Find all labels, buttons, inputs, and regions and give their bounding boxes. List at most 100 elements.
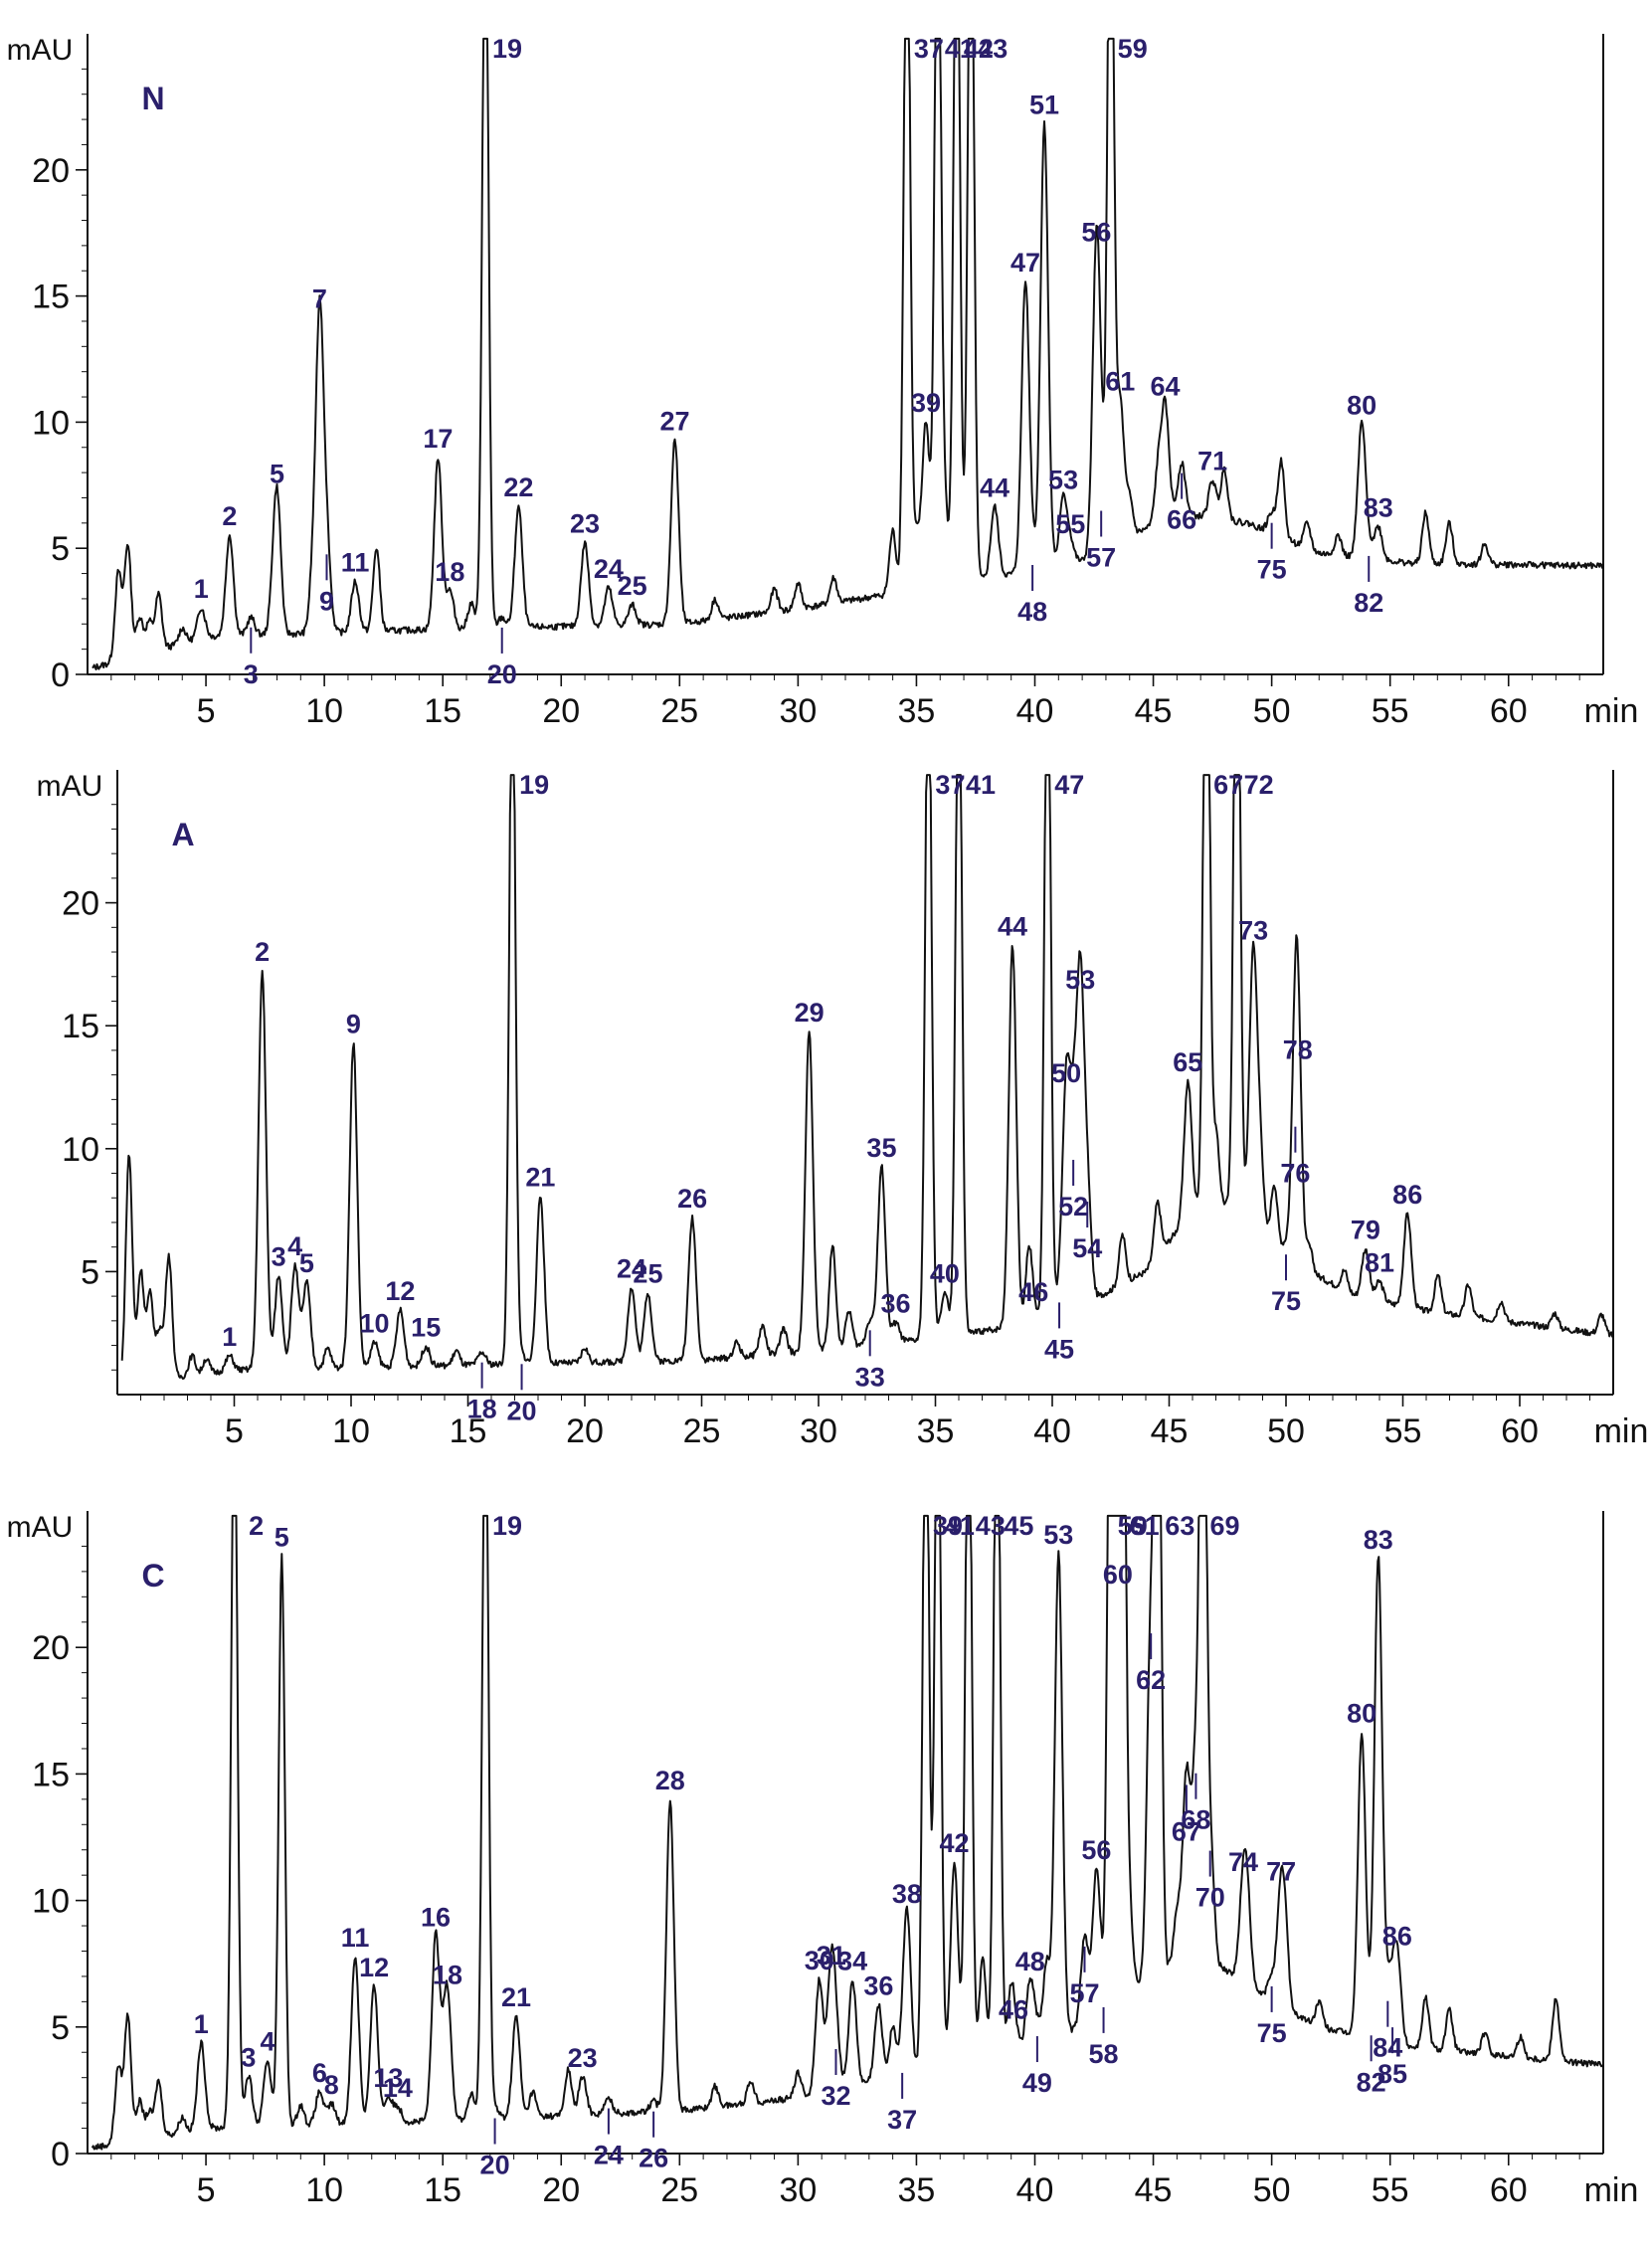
x-tick-label: 55 bbox=[1372, 2171, 1409, 2209]
x-tick-label: 30 bbox=[779, 2171, 817, 2209]
peak-label: 29 bbox=[795, 998, 825, 1028]
y-tick-label: 15 bbox=[32, 279, 70, 316]
x-tick-label: 50 bbox=[1253, 2171, 1291, 2209]
peak-label: 41 bbox=[945, 1511, 975, 1541]
x-tick-label: 25 bbox=[660, 2171, 698, 2209]
peak-label: 61 bbox=[1105, 367, 1135, 397]
peak-label: 53 bbox=[1043, 1520, 1073, 1550]
y-tick-label: 15 bbox=[62, 1008, 99, 1045]
peak-label: 1 bbox=[194, 2009, 209, 2039]
peak-label: 24 bbox=[594, 554, 624, 584]
peak-label: 47 bbox=[1010, 248, 1040, 278]
peak-label: 5 bbox=[270, 460, 284, 489]
peak-label: 18 bbox=[435, 557, 464, 587]
x-tick-label: 45 bbox=[1135, 692, 1173, 730]
peak-label: 21 bbox=[501, 1982, 531, 2012]
peak-label: 3 bbox=[272, 1241, 286, 1271]
x-tick-label: 30 bbox=[779, 692, 817, 730]
peak-label: 75 bbox=[1271, 1286, 1301, 1316]
peak-label: 62 bbox=[1136, 1665, 1166, 1695]
peak-label: 77 bbox=[1266, 1856, 1296, 1886]
peak-label: 20 bbox=[507, 1396, 537, 1425]
peak-label: 72 bbox=[1244, 770, 1274, 800]
peak-label: 19 bbox=[492, 1511, 522, 1541]
x-tick-label: 20 bbox=[566, 1412, 604, 1450]
peak-label: 84 bbox=[1373, 2033, 1402, 2063]
peak-label: 42 bbox=[940, 1828, 970, 1858]
peak-label: 60 bbox=[1103, 1560, 1133, 1590]
peak-label: 57 bbox=[1086, 543, 1116, 573]
x-tick-label: 25 bbox=[660, 692, 698, 730]
peak-label: 12 bbox=[359, 1953, 389, 1982]
peak-label: 46 bbox=[999, 1995, 1028, 2025]
y-tick-label: 20 bbox=[62, 885, 99, 923]
peak-label: 80 bbox=[1347, 390, 1377, 420]
peak-label: 4 bbox=[287, 1231, 302, 1261]
peak-label: 30 bbox=[805, 1946, 834, 1975]
peak-label: 63 bbox=[1165, 1511, 1194, 1541]
peak-label: 65 bbox=[1173, 1047, 1202, 1077]
peak-label: 42 bbox=[964, 34, 994, 64]
y-tick-label: 10 bbox=[62, 1131, 99, 1169]
peak-label: 17 bbox=[423, 424, 453, 454]
y-axis-unit: mAU bbox=[7, 1511, 74, 1544]
peak-label: 9 bbox=[319, 586, 334, 616]
peak-label: 70 bbox=[1195, 1883, 1225, 1913]
peak-label: 39 bbox=[933, 1511, 963, 1541]
peak-label: 61 bbox=[1130, 1511, 1160, 1541]
peak-label: 46 bbox=[1018, 1277, 1048, 1307]
peak-label: 59 bbox=[1118, 1511, 1148, 1541]
peak-label: 32 bbox=[821, 2081, 850, 2111]
peak-label: 27 bbox=[660, 406, 690, 436]
peak-label: 83 bbox=[1364, 493, 1393, 523]
y-tick-label: 5 bbox=[51, 530, 70, 568]
y-axis-unit: mAU bbox=[7, 34, 74, 67]
x-tick-label: 40 bbox=[1016, 2171, 1054, 2209]
peak-label: 22 bbox=[503, 472, 533, 502]
peak-label: 79 bbox=[1351, 1216, 1380, 1245]
peak-label: 80 bbox=[1347, 1699, 1377, 1729]
peak-label: 19 bbox=[492, 34, 522, 64]
x-tick-label: 40 bbox=[1033, 1412, 1071, 1450]
peak-label: 49 bbox=[1022, 2068, 1052, 2098]
peak-label: 26 bbox=[639, 2144, 668, 2173]
peak-label: 50 bbox=[1051, 1058, 1081, 1088]
x-tick-label: 45 bbox=[1135, 2171, 1173, 2209]
peak-label: 3 bbox=[241, 2042, 256, 2072]
peak-label: 64 bbox=[1150, 372, 1180, 402]
peak-label: 24 bbox=[617, 1254, 646, 1284]
peak-label: 21 bbox=[525, 1163, 555, 1193]
peak-label: 36 bbox=[863, 1971, 893, 2000]
x-tick-label: 30 bbox=[800, 1412, 837, 1450]
peak-label: 26 bbox=[677, 1184, 707, 1214]
peak-label: 53 bbox=[1065, 965, 1095, 995]
peak-label: 2 bbox=[222, 501, 237, 531]
trace-C bbox=[91, 1514, 1604, 2151]
y-tick-label: 0 bbox=[51, 657, 70, 694]
peak-label: 20 bbox=[487, 659, 517, 689]
peak-label: 48 bbox=[1015, 1947, 1045, 1976]
peak-label: 24 bbox=[594, 2141, 624, 2170]
peak-label: 82 bbox=[1354, 588, 1383, 618]
peak-label: 41 bbox=[945, 34, 975, 64]
peak-label: 14 bbox=[383, 2073, 413, 2103]
peak-label: 7 bbox=[312, 283, 327, 313]
peak-label: 56 bbox=[1081, 217, 1111, 247]
trace-N bbox=[92, 37, 1604, 670]
peak-label: 44 bbox=[998, 912, 1027, 942]
panel-letter: A bbox=[171, 817, 194, 852]
peak-label: 11 bbox=[341, 547, 370, 577]
peak-label: 15 bbox=[411, 1312, 441, 1342]
x-tick-label: 55 bbox=[1372, 692, 1409, 730]
peak-label: 2 bbox=[255, 937, 270, 967]
peak-label: 33 bbox=[855, 1362, 885, 1392]
peak-label: 82 bbox=[1357, 2067, 1386, 2097]
peak-label: 48 bbox=[1017, 597, 1047, 627]
peak-label: 69 bbox=[1210, 1511, 1240, 1541]
peak-label: 45 bbox=[1004, 1511, 1033, 1541]
x-axis-label: min bbox=[1584, 2171, 1639, 2209]
peak-label: 3 bbox=[244, 659, 259, 689]
peak-label: 75 bbox=[1257, 555, 1287, 585]
peak-label: 11 bbox=[341, 1923, 370, 1953]
